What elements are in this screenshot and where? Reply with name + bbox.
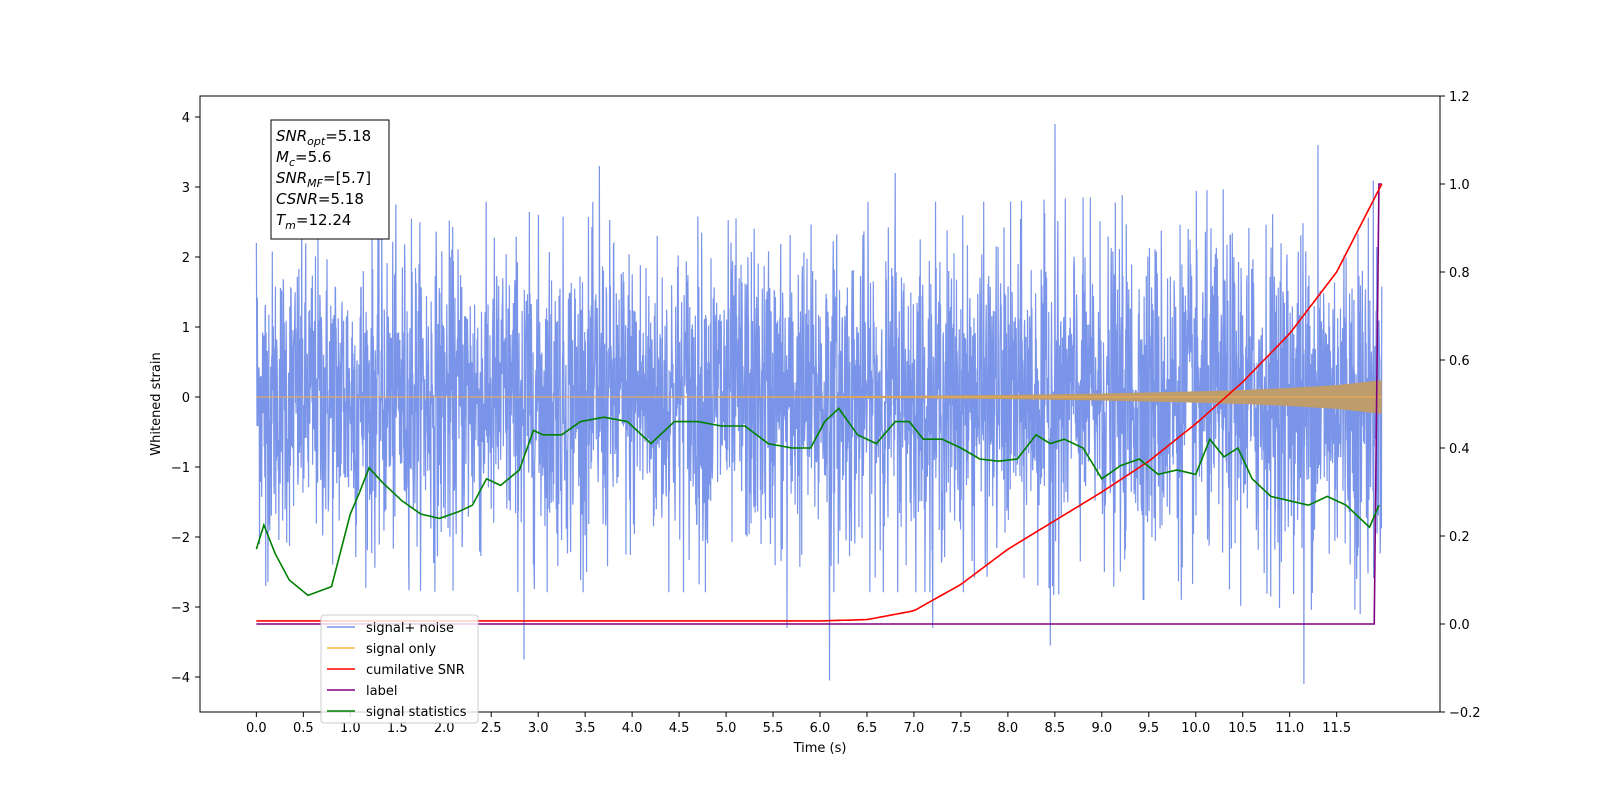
x-tick-label: 2.5 bbox=[481, 721, 502, 736]
legend-entry: label bbox=[366, 684, 397, 699]
x-tick-label: 7.5 bbox=[951, 721, 972, 736]
legend-entry: signal+ noise bbox=[366, 621, 454, 636]
y-tick-label-left: −1 bbox=[171, 461, 190, 476]
x-tick-label: 10.0 bbox=[1181, 721, 1210, 736]
y-tick-label-right: −0.2 bbox=[1449, 706, 1481, 721]
series-signal-noise-line bbox=[255, 123, 1383, 685]
x-tick-label: 6.5 bbox=[857, 721, 878, 736]
info-box-frame bbox=[270, 119, 390, 240]
x-tick-label: 8.5 bbox=[1045, 721, 1066, 736]
y-tick-label-left: 2 bbox=[182, 251, 190, 266]
series-signal-statistics-line bbox=[255, 407, 1380, 597]
y-tick-label-right: 1.2 bbox=[1449, 90, 1470, 105]
x-tick-label: 1.5 bbox=[387, 721, 408, 736]
y-tick-label-left: 3 bbox=[182, 181, 190, 196]
legend-frame bbox=[320, 614, 479, 724]
x-tick-label: 9.0 bbox=[1091, 721, 1112, 736]
y-axis-label-left: Whitened strain bbox=[149, 352, 164, 455]
info-line: CSNR=5.18 bbox=[276, 190, 364, 208]
y-tick-label-left: −4 bbox=[171, 671, 190, 686]
x-tick-label: 1.0 bbox=[340, 721, 361, 736]
info-line: SNRMF=[5.7] bbox=[276, 169, 371, 190]
x-tick-label: 4.5 bbox=[669, 721, 690, 736]
y-tick-label-left: −3 bbox=[171, 601, 190, 616]
info-line: Tm=12.24 bbox=[276, 211, 351, 232]
x-tick-label: 11.0 bbox=[1275, 721, 1304, 736]
info-line: SNRopt=5.18 bbox=[276, 127, 371, 148]
info-line: Mc=5.6 bbox=[276, 148, 331, 169]
x-tick-label: 7.0 bbox=[904, 721, 925, 736]
x-tick-label: 3.0 bbox=[528, 721, 549, 736]
x-tick-label: 4.0 bbox=[622, 721, 643, 736]
legend: signal+ noise signal only cumilative SNR la… bbox=[320, 614, 479, 724]
y-tick-label-left: 1 bbox=[182, 321, 190, 336]
legend-entry: signal statistics bbox=[366, 705, 467, 720]
y-tick-label-right: 1.0 bbox=[1449, 178, 1470, 193]
y-tick-label-right: 0.8 bbox=[1449, 266, 1470, 281]
y-tick-label-right: 0.4 bbox=[1449, 442, 1470, 457]
x-tick-label: 5.0 bbox=[716, 721, 737, 736]
y-tick-label-right: 0.2 bbox=[1449, 530, 1470, 545]
y-tick-label-left: 0 bbox=[182, 391, 190, 406]
legend-entry: signal only bbox=[366, 642, 436, 657]
y-tick-label-left: −2 bbox=[171, 531, 190, 546]
y-tick-label-right: 0.0 bbox=[1449, 618, 1470, 633]
x-tick-label: 10.5 bbox=[1228, 721, 1257, 736]
x-axis-label: Time (s) bbox=[793, 741, 847, 756]
x-tick-label: 0.0 bbox=[246, 721, 267, 736]
x-tick-label: 2.0 bbox=[434, 721, 455, 736]
x-tick-label: 11.5 bbox=[1322, 721, 1351, 736]
x-tick-label: 5.5 bbox=[763, 721, 784, 736]
y-tick-label-right: 0.6 bbox=[1449, 354, 1470, 369]
x-tick-label: 0.5 bbox=[293, 721, 314, 736]
y-tick-label-left: 4 bbox=[182, 111, 190, 126]
legend-entry: cumilative SNR bbox=[366, 663, 465, 678]
x-tick-label: 3.5 bbox=[575, 721, 596, 736]
x-tick-label: 9.5 bbox=[1138, 721, 1159, 736]
x-tick-label: 6.0 bbox=[810, 721, 831, 736]
series-label-line bbox=[256, 183, 1382, 625]
x-tick-label: 8.0 bbox=[998, 721, 1019, 736]
